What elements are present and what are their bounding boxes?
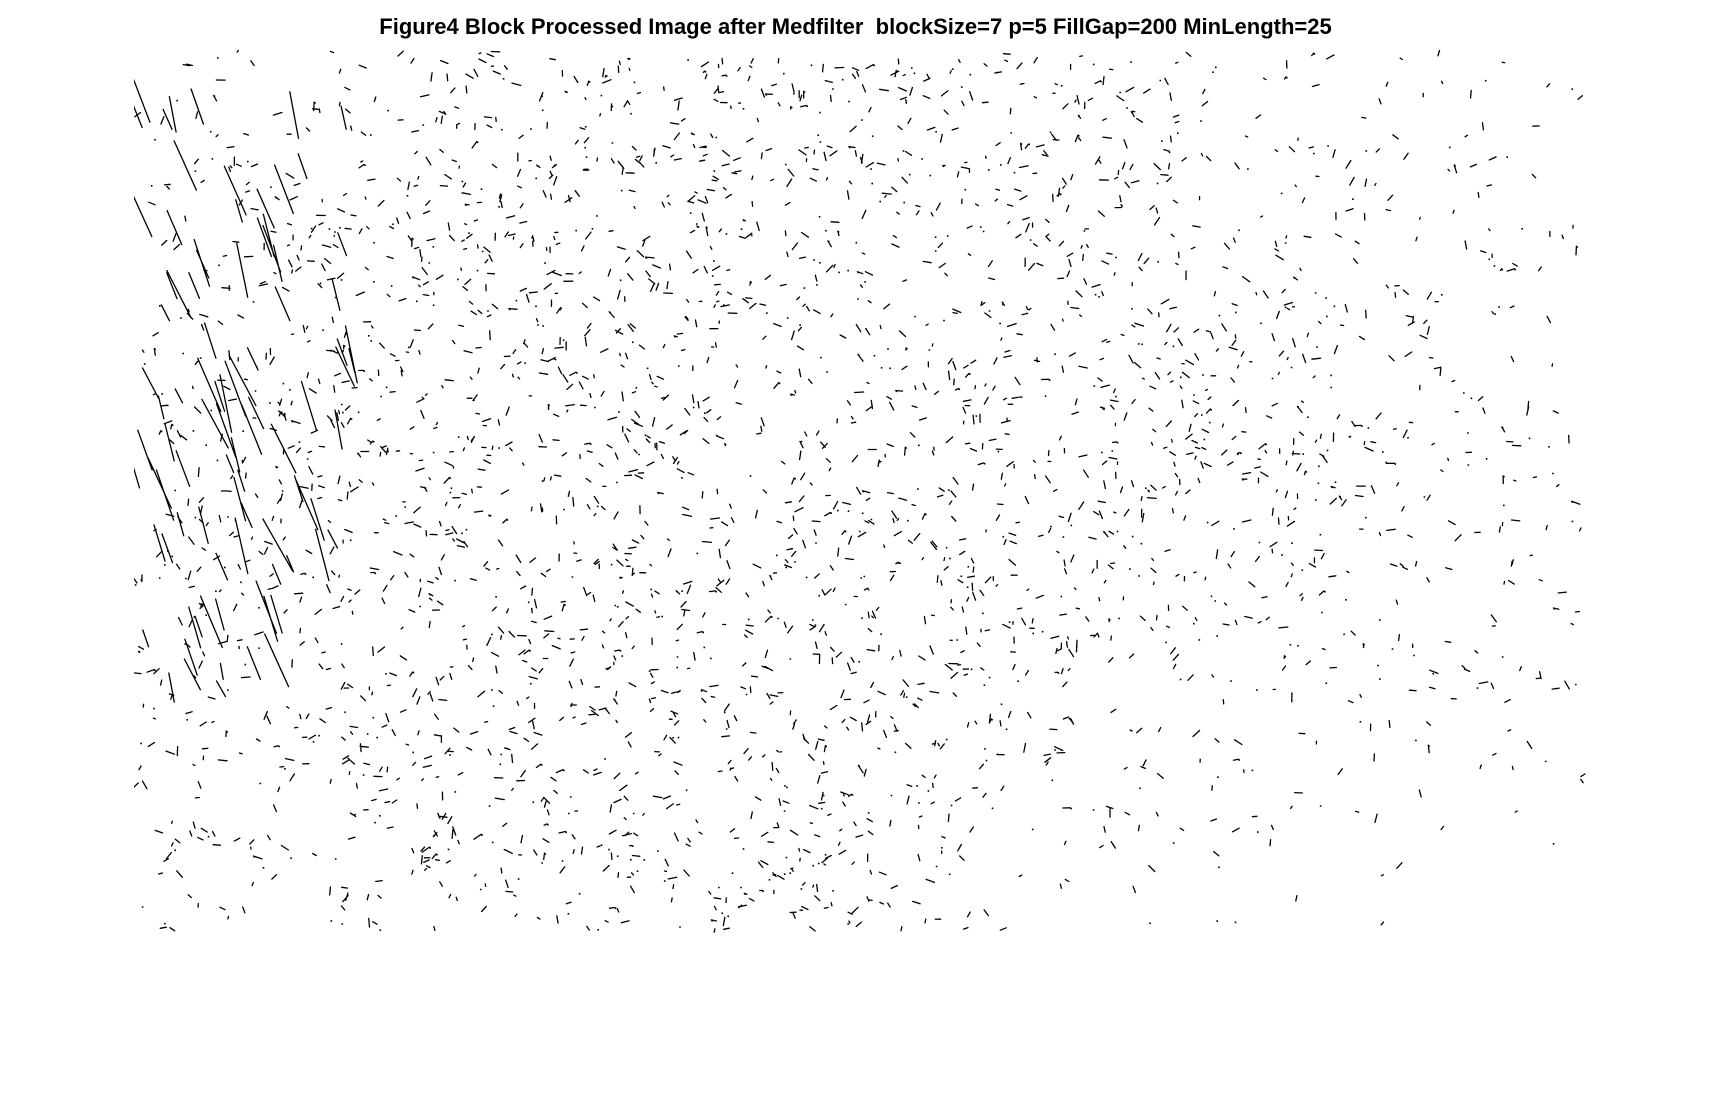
image-axes [134, 50, 1596, 1008]
edge-fragments [134, 50, 1586, 933]
figure-title: Figure4 Block Processed Image after Medf… [379, 14, 1332, 39]
edge-map-image [134, 50, 1586, 933]
edge-streaks [134, 78, 358, 703]
